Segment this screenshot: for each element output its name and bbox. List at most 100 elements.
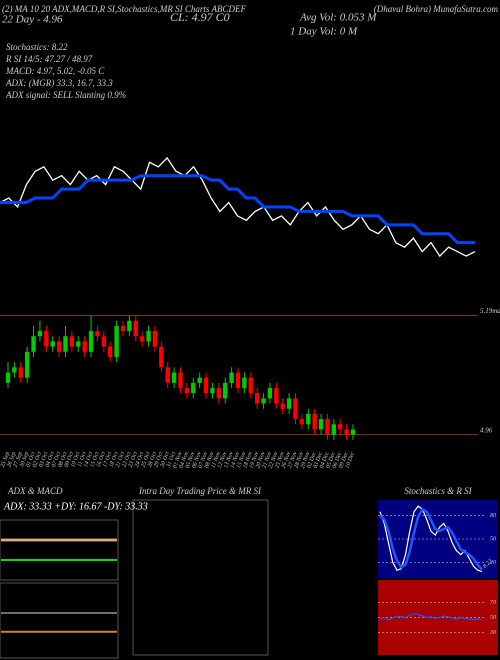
info: ADX signal: SELL Slanting 0.9% xyxy=(5,90,126,100)
x-tick-label: 10 Dec xyxy=(345,451,357,469)
candle-body xyxy=(37,331,43,337)
candle-body xyxy=(242,377,247,389)
x-tick-label: 09 Dec xyxy=(338,451,350,469)
x-tick-label: 01 Nov xyxy=(172,451,184,469)
x-tick-label: 02 Dec xyxy=(306,451,318,469)
x-tick-label: 29 Nov xyxy=(300,451,312,469)
x-tick-label: 08 Nov xyxy=(204,451,216,469)
candle-body xyxy=(223,382,228,399)
oscillator-line xyxy=(379,613,483,621)
adx-label: ADX: 33.33 +DY: 16.67 -DY: 33.33 xyxy=(3,501,148,512)
candle-body xyxy=(293,398,298,420)
candle-body xyxy=(24,351,30,378)
x-tick-label: 21 Nov xyxy=(262,451,274,469)
candle-body xyxy=(127,320,132,332)
candle-body xyxy=(120,325,126,332)
candle-body xyxy=(286,398,292,409)
candle-body xyxy=(267,388,273,399)
price-line xyxy=(0,174,475,245)
x-tick-label: 22 Oct xyxy=(121,451,132,469)
x-tick-label: 15 Nov xyxy=(236,451,248,469)
x-tick-label: 09 Oct xyxy=(64,451,75,469)
x-tick-label: 30 Sep xyxy=(19,451,31,469)
x-tick-label: 16 Oct xyxy=(96,451,107,469)
candle-body xyxy=(318,419,324,430)
macd-box xyxy=(0,582,119,659)
panel-title: Intra Day Trading Price & MR SI xyxy=(138,486,262,496)
x-tick-label: 18 Nov xyxy=(242,451,254,469)
y-tick-label: 80 xyxy=(490,513,496,519)
x-tick-label: 21 Oct xyxy=(115,451,126,469)
candle-body xyxy=(139,336,145,342)
value-label: 8.22 xyxy=(482,558,494,570)
x-tick-label: 12 Nov xyxy=(217,451,229,469)
candle-body xyxy=(229,372,234,383)
info: ADX: (MGR) 33.3, 16.7, 33.3 xyxy=(5,78,113,88)
y-tick-label: 5.19max xyxy=(480,307,500,315)
candle-body xyxy=(191,382,196,394)
x-tick-label: 18 Oct xyxy=(109,451,120,469)
x-tick-label: 11 Oct xyxy=(77,451,88,468)
price-line xyxy=(0,156,476,258)
x-tick-label: 07 Nov xyxy=(198,451,210,469)
candle-body xyxy=(216,388,222,399)
x-tick-label: 05 Dec xyxy=(325,451,337,469)
x-tick-label: 25 Nov xyxy=(274,451,286,469)
x-tick-label: 26 Sep xyxy=(6,451,17,468)
candle-body xyxy=(88,331,94,352)
header-right: (Dhaval Bohra) MunafaSutra.com xyxy=(374,4,499,14)
x-tick-label: 26 Nov xyxy=(281,451,293,469)
x-tick-label: 20 Nov xyxy=(255,451,267,469)
candle-body xyxy=(146,331,151,342)
candle-body xyxy=(274,388,279,404)
candle-body xyxy=(184,388,190,394)
x-tick-label: 31 Oct xyxy=(166,451,178,469)
x-tick-label: 28 Nov xyxy=(294,451,306,469)
candle-body xyxy=(210,388,215,394)
candle-body xyxy=(331,424,337,435)
candle-body xyxy=(312,413,317,430)
candle-body xyxy=(133,320,138,337)
info: Stochastics: 8.22 xyxy=(6,42,68,52)
header-left: (2) MA 10 20 ADX,MACD,R SI,Stochastics,M… xyxy=(2,4,246,14)
x-tick-label: 07 Oct xyxy=(51,451,62,469)
x-tick-label: 25 Oct xyxy=(141,451,152,469)
candle-body xyxy=(248,377,253,394)
candle-body xyxy=(101,336,107,347)
candle-body xyxy=(178,372,183,389)
x-tick-label: 19 Nov xyxy=(249,451,261,469)
x-tick-label: 05 Nov xyxy=(185,451,197,469)
candle-body xyxy=(350,429,356,435)
candle-body xyxy=(114,325,119,357)
y-tick-label: 70 xyxy=(490,600,496,606)
candle-body xyxy=(44,331,49,347)
day-line: 22 Day - 4.96 xyxy=(2,14,63,26)
candle-body xyxy=(254,393,260,404)
candle-body xyxy=(165,367,170,383)
x-tick-label: 29 Oct xyxy=(153,451,164,469)
y-tick-label: 30 xyxy=(489,630,496,636)
x-tick-label: 13 Nov xyxy=(223,451,235,469)
candle-body xyxy=(203,377,209,394)
x-tick-label: 03 Dec xyxy=(313,451,325,469)
x-tick-label: 17 Oct xyxy=(102,451,113,469)
info: MACD: 4.97, 5.02, -0.05 C xyxy=(5,66,105,76)
x-tick-label: 28 Oct xyxy=(147,451,158,469)
candle-body xyxy=(152,331,158,347)
avg-vol: Avg Vol: 0.053 M xyxy=(299,12,377,24)
candle-body xyxy=(50,341,55,347)
candle-body xyxy=(159,346,164,368)
panel-title: Stochastics & R SI xyxy=(404,486,472,496)
x-tick-label: 01 Oct xyxy=(26,451,37,469)
candle-body xyxy=(5,372,11,383)
candle-body xyxy=(306,413,311,425)
x-tick-label: 30 Oct xyxy=(159,451,171,469)
y-tick-label: 50 xyxy=(490,615,496,621)
x-tick-label: 08 Oct xyxy=(58,451,69,469)
panel-title: ADX & MACD xyxy=(7,486,63,496)
candle-body xyxy=(56,341,62,352)
candle-body xyxy=(31,336,36,352)
intraday-box xyxy=(132,499,269,656)
candle-body xyxy=(280,403,285,409)
